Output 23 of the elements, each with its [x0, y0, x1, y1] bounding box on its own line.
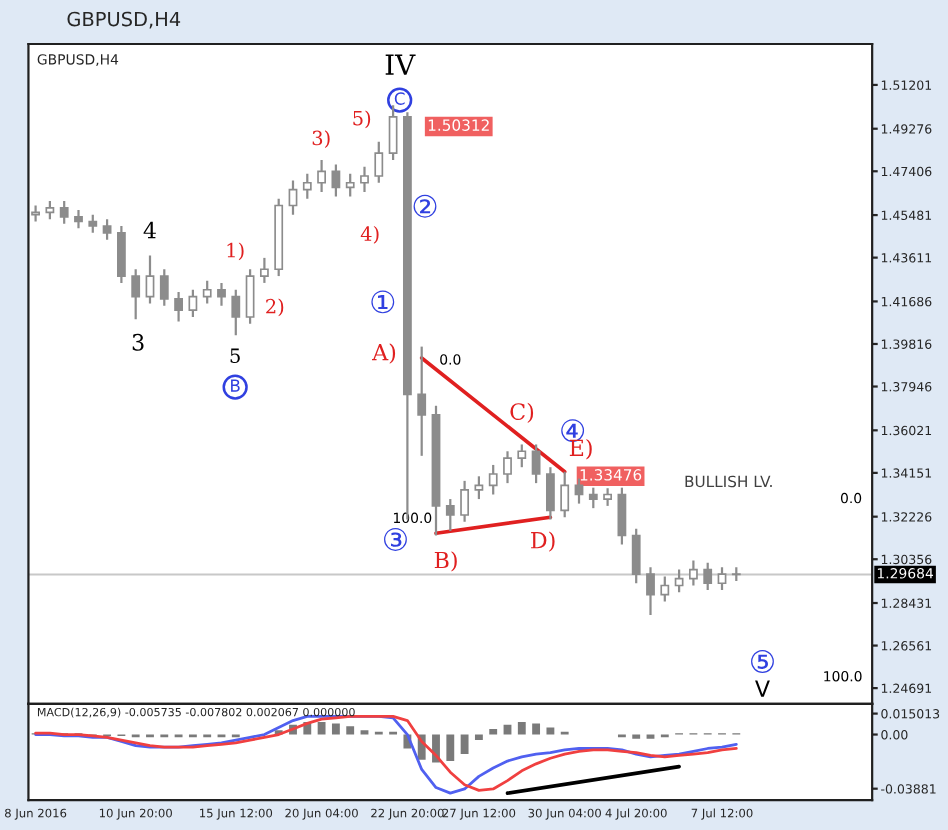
annotation: 3: [132, 333, 144, 351]
annotation: C: [394, 92, 405, 105]
annotation: 4: [143, 221, 156, 239]
annotation: D): [531, 531, 555, 552]
annotation: ⑤: [751, 650, 774, 673]
annotation: V: [755, 680, 770, 697]
annotation: 3): [312, 130, 330, 149]
annotation: 2): [266, 298, 284, 317]
annotation: 4): [360, 225, 379, 244]
annotation: B): [434, 551, 457, 572]
annotation: IV: [385, 54, 416, 75]
annotation: 5): [353, 110, 371, 129]
annotation: 5: [230, 348, 240, 364]
annotation: B: [231, 379, 240, 392]
annotation: ②: [413, 194, 437, 218]
annotation: C): [510, 402, 534, 424]
annotation: ③: [384, 528, 407, 551]
annotation: A): [372, 343, 396, 364]
annotation: ④: [561, 419, 585, 443]
annotation: ①: [371, 290, 395, 314]
annotation: 1): [227, 242, 244, 261]
chart-title: GBPUSD,H4: [67, 11, 181, 29]
annotation: E): [569, 439, 592, 460]
